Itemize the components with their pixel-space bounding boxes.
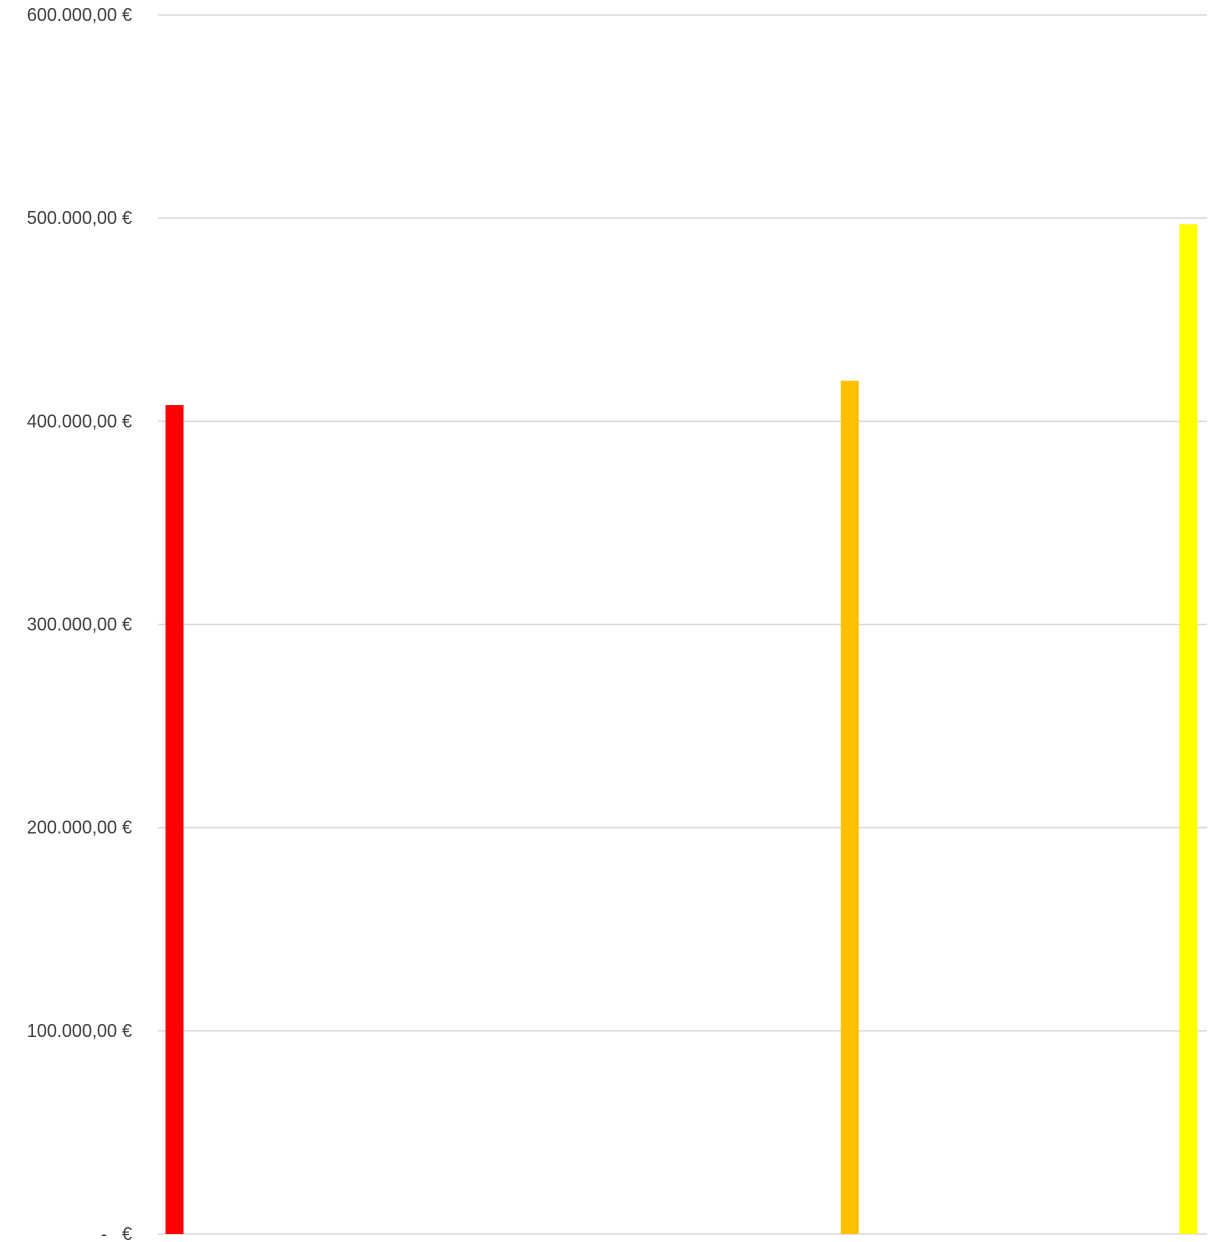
y-tick-label-1: 100.000,00 €	[27, 1021, 132, 1041]
y-tick-label-4: 400.000,00 €	[27, 411, 132, 431]
bar-1	[840, 380, 859, 1234]
bars	[165, 224, 1198, 1235]
gridlines	[158, 14, 1207, 1235]
y-axis-tick-labels: - € 100.000,00 € 200.000,00 € 300.000,00 € 4…	[27, 5, 132, 1242]
bar-2	[1179, 224, 1198, 1235]
bar-0	[165, 405, 184, 1235]
y-tick-label-2: 200.000,00 €	[27, 818, 132, 838]
y-tick-label-3: 300.000,00 €	[27, 615, 132, 635]
y-tick-label-6: 600.000,00 €	[27, 5, 132, 25]
y-tick-label-5: 500.000,00 €	[27, 208, 132, 228]
y-tick-label-0: - €	[101, 1224, 132, 1242]
